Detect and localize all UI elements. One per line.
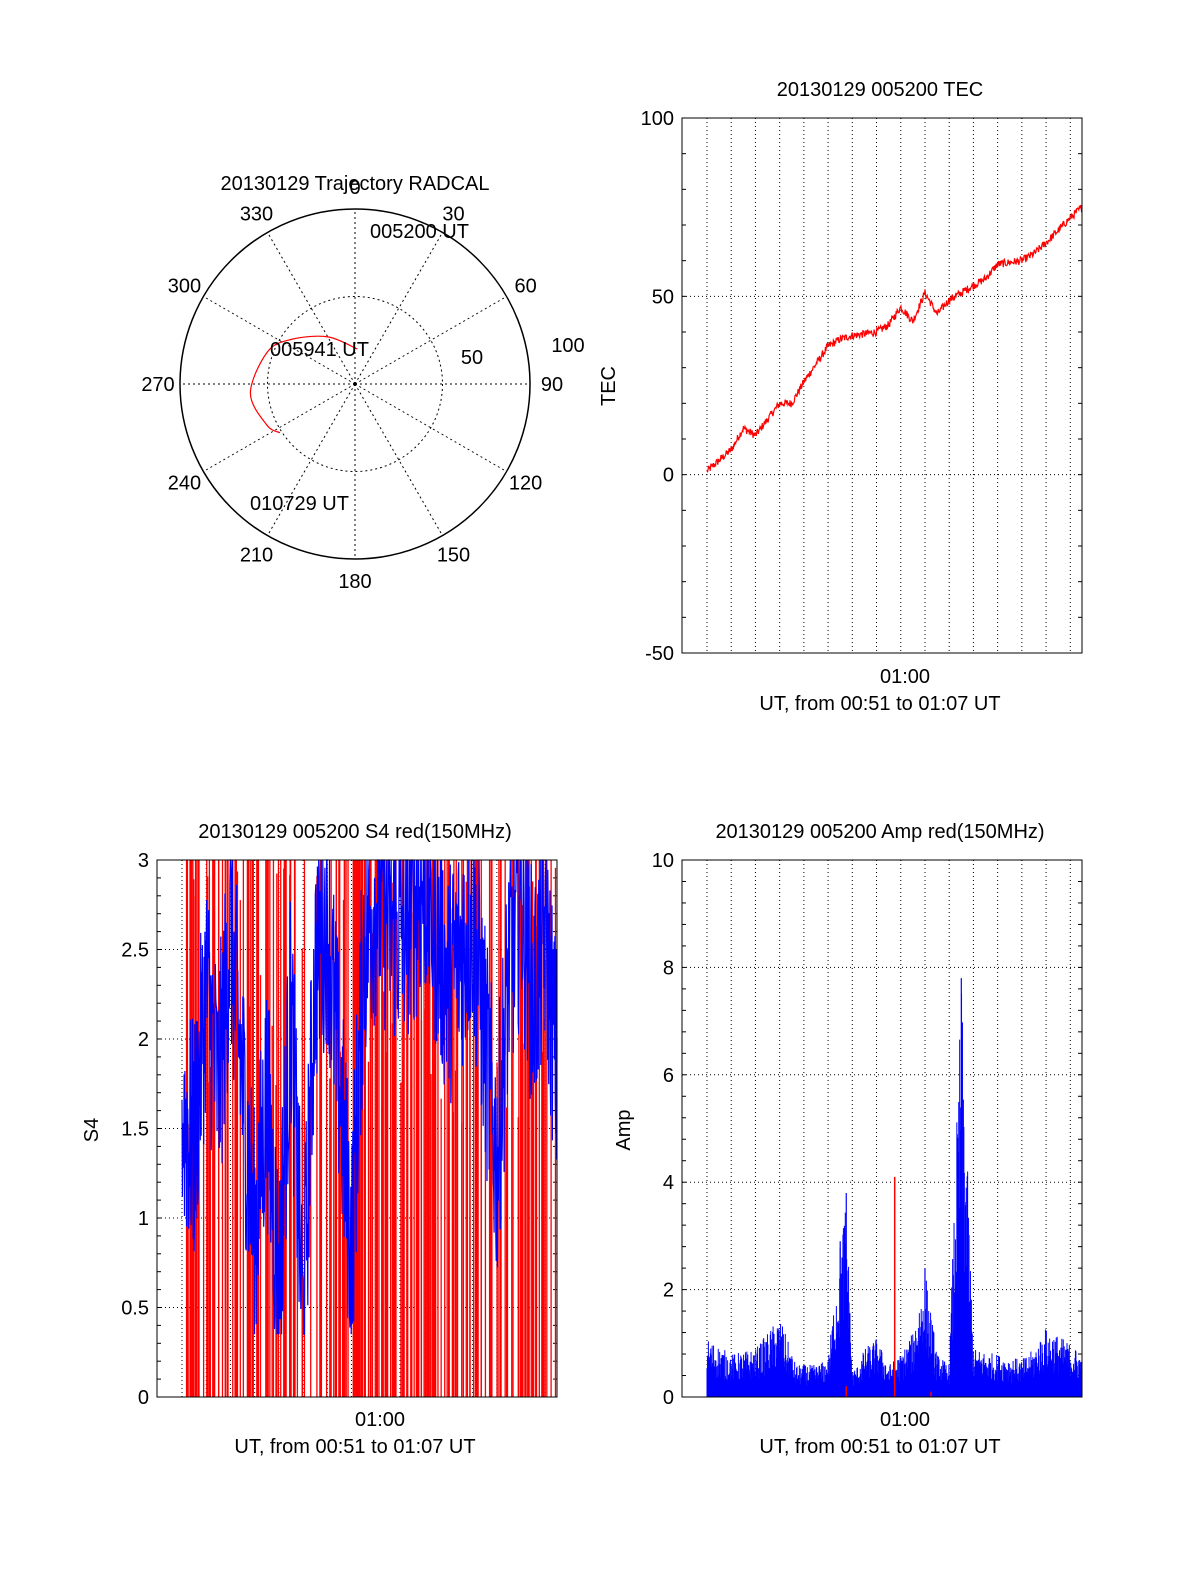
amp-frame	[681, 859, 1083, 1398]
polar-azimuth-label: 210	[240, 545, 273, 567]
polar-azimuth-label: 300	[168, 276, 201, 298]
s4-xtick-0100: 01:00	[355, 1409, 405, 1431]
polar-trajectory-line	[249, 335, 358, 434]
amp-title: 20130129 005200 Amp red(150MHz)	[715, 821, 1044, 843]
polar-outer-circle	[179, 208, 531, 560]
tec-xtick-0100: 01:00	[880, 666, 930, 688]
polar-annotation-start: 005200 UT	[370, 221, 469, 243]
amp-xtick-0100: 01:00	[880, 1409, 930, 1431]
y-tick-label: 2.5	[121, 940, 149, 962]
y-tick-label: 0	[663, 1387, 674, 1409]
polar-azimuth-label: 270	[141, 374, 174, 396]
polar-radial-label-100: 100	[551, 335, 584, 357]
polar-annotation-mid: 005941 UT	[270, 339, 369, 361]
s4-y-tick-labels: 0 0.5 1 1.5 2 2.5 3	[121, 850, 149, 1409]
y-tick-label: 2	[663, 1280, 674, 1302]
polar-spoke	[354, 232, 443, 385]
s4-plot: 20130129 005200 S4 red(150MHz) S4 UT, fr…	[81, 821, 558, 1458]
polar-azimuth-label: 120	[509, 473, 542, 495]
s4-red-bars	[185, 860, 557, 1397]
y-tick-label: 0	[138, 1387, 149, 1409]
s4-title: 20130129 005200 S4 red(150MHz)	[198, 821, 512, 843]
polar-azimuth-label: 0	[349, 177, 360, 199]
polar-azimuth-labels: 0 30 60 90 120 150 180 210 240 270 300 330	[141, 177, 563, 593]
tec-plot: 20130129 005200 TEC TEC UT, from 00:51 t…	[598, 79, 1083, 715]
s4-ylabel: S4	[81, 1118, 103, 1142]
amp-xlabel: UT, from 00:51 to 01:07 UT	[759, 1436, 1000, 1458]
polar-spoke	[354, 296, 507, 385]
y-tick-label: 1	[138, 1208, 149, 1230]
y-tick-label: 10	[652, 850, 674, 872]
tec-grid	[682, 117, 1082, 654]
polar-spoke	[203, 296, 356, 385]
amp-plot: 20130129 005200 Amp red(150MHz) Amp UT, …	[613, 821, 1083, 1458]
s4-blue-line	[181, 859, 558, 1335]
y-tick-label: 3	[138, 850, 149, 872]
polar-azimuth-label: 60	[514, 276, 536, 298]
polar-azimuth-label: 180	[338, 571, 371, 593]
y-tick-label: 0	[663, 465, 674, 487]
polar-spoke	[354, 383, 443, 536]
y-tick-label: 2	[138, 1029, 149, 1051]
amp-ylabel: Amp	[613, 1109, 635, 1150]
y-tick-label: 8	[663, 957, 674, 979]
polar-spoke	[203, 383, 356, 472]
polar-trajectory-plot: 20130129 Trajectory RADCAL 0 30 60 90 120 150…	[141, 173, 584, 593]
amp-red-bars	[845, 1176, 932, 1397]
polar-azimuth-label: 30	[442, 203, 464, 225]
tec-xlabel: UT, from 00:51 to 01:07 UT	[759, 693, 1000, 715]
tec-title: 20130129 005200 TEC	[777, 79, 983, 101]
amp-grid	[682, 859, 1082, 1398]
polar-radial-label-50: 50	[461, 347, 483, 369]
polar-spoke	[267, 232, 356, 385]
polar-grid	[179, 208, 531, 560]
amp-y-tick-labels: 0 2 4 6 8 10	[652, 850, 674, 1409]
polar-azimuth-label: 150	[437, 545, 470, 567]
tec-series-line	[706, 204, 1083, 473]
amp-blue-bars	[706, 978, 1083, 1397]
s4-xlabel: UT, from 00:51 to 01:07 UT	[234, 1436, 475, 1458]
polar-azimuth-label: 330	[240, 203, 273, 225]
y-tick-label: -50	[645, 643, 674, 665]
y-tick-label: 6	[663, 1065, 674, 1087]
y-tick-label: 1.5	[121, 1119, 149, 1141]
polar-azimuth-label: 90	[541, 374, 563, 396]
y-tick-label: 50	[652, 286, 674, 308]
y-tick-label: 100	[641, 108, 674, 130]
tec-frame	[681, 117, 1083, 654]
polar-spoke	[354, 383, 507, 472]
polar-title: 20130129 Trajectory RADCAL	[220, 173, 489, 195]
y-tick-label: 0.5	[121, 1298, 149, 1320]
polar-azimuth-label: 240	[168, 473, 201, 495]
polar-annotation-end: 010729 UT	[250, 493, 349, 515]
polar-inner-circle	[267, 296, 443, 472]
y-tick-label: 4	[663, 1172, 674, 1194]
tec-y-tick-labels: -50 0 50 100	[641, 108, 674, 665]
s4-frame	[156, 859, 558, 1398]
polar-spoke	[267, 383, 356, 536]
tec-ylabel: TEC	[598, 366, 620, 406]
